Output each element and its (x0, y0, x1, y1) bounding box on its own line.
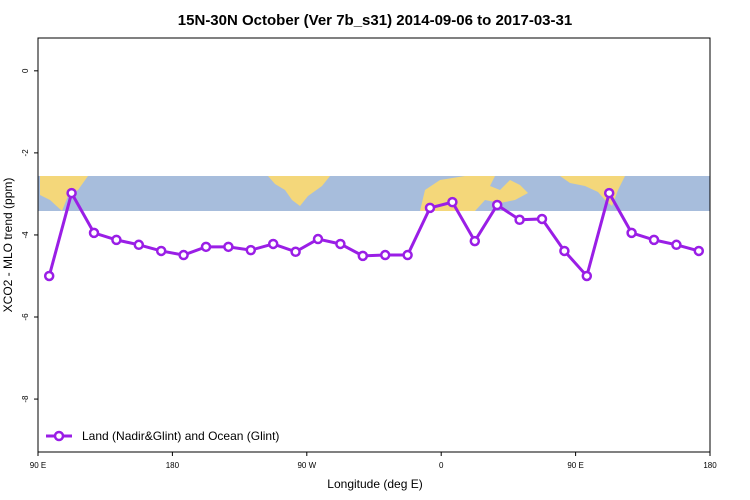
y-tick-label: -4 (21, 231, 30, 239)
land (40, 176, 88, 211)
data-point (66, 187, 77, 199)
data-point (155, 245, 167, 257)
plot-frame (37, 37, 711, 453)
data-point (671, 239, 682, 251)
data-point (648, 234, 660, 246)
data-point (514, 214, 525, 226)
x-tick-label: 0 (439, 461, 444, 470)
data-point (335, 238, 346, 250)
data-point (559, 245, 570, 257)
data-point (469, 235, 481, 247)
data-point (379, 249, 391, 261)
y-tick-label: -8 (21, 395, 30, 403)
data-point (357, 250, 369, 262)
x-tick-label: 180 (166, 461, 180, 470)
map-band (38, 176, 710, 211)
data-point (223, 241, 234, 253)
y-tick-label: -2 (21, 149, 30, 157)
data-point (536, 213, 548, 225)
data-point (402, 249, 413, 261)
data-point (581, 270, 593, 282)
x-axis-label: Longitude (deg E) (327, 477, 422, 491)
data-point (626, 227, 637, 239)
data-point (491, 199, 503, 211)
data-point (245, 244, 257, 256)
data-point (603, 187, 615, 199)
data-point (693, 245, 705, 257)
data-point (200, 241, 212, 253)
data-point (133, 239, 145, 251)
data-point (88, 227, 100, 239)
chart-title: 15N-30N October (Ver 7b_s31) 2014-09-06 … (178, 12, 572, 29)
y-axis-label: XCO2 - MLO trend (ppm) (1, 178, 15, 313)
land (268, 176, 330, 206)
data-point (312, 233, 324, 245)
data-point (43, 270, 55, 282)
data-point (178, 249, 189, 261)
data-point (447, 196, 458, 208)
data-point (267, 238, 279, 250)
x-tick-label: 90 E (30, 461, 46, 470)
data-point (290, 246, 301, 258)
x-tick-label: 90 E (567, 461, 583, 470)
legend-label: Land (Nadir&Glint) and Ocean (Glint) (82, 429, 279, 443)
data-point (424, 202, 436, 214)
x-tick-label: 180 (703, 461, 717, 470)
y-tick-label: 0 (21, 68, 30, 73)
x-tick-label: 90 W (297, 461, 316, 470)
legend-marker (53, 430, 65, 442)
y-tick-label: -6 (21, 313, 30, 321)
data-point (111, 234, 122, 246)
